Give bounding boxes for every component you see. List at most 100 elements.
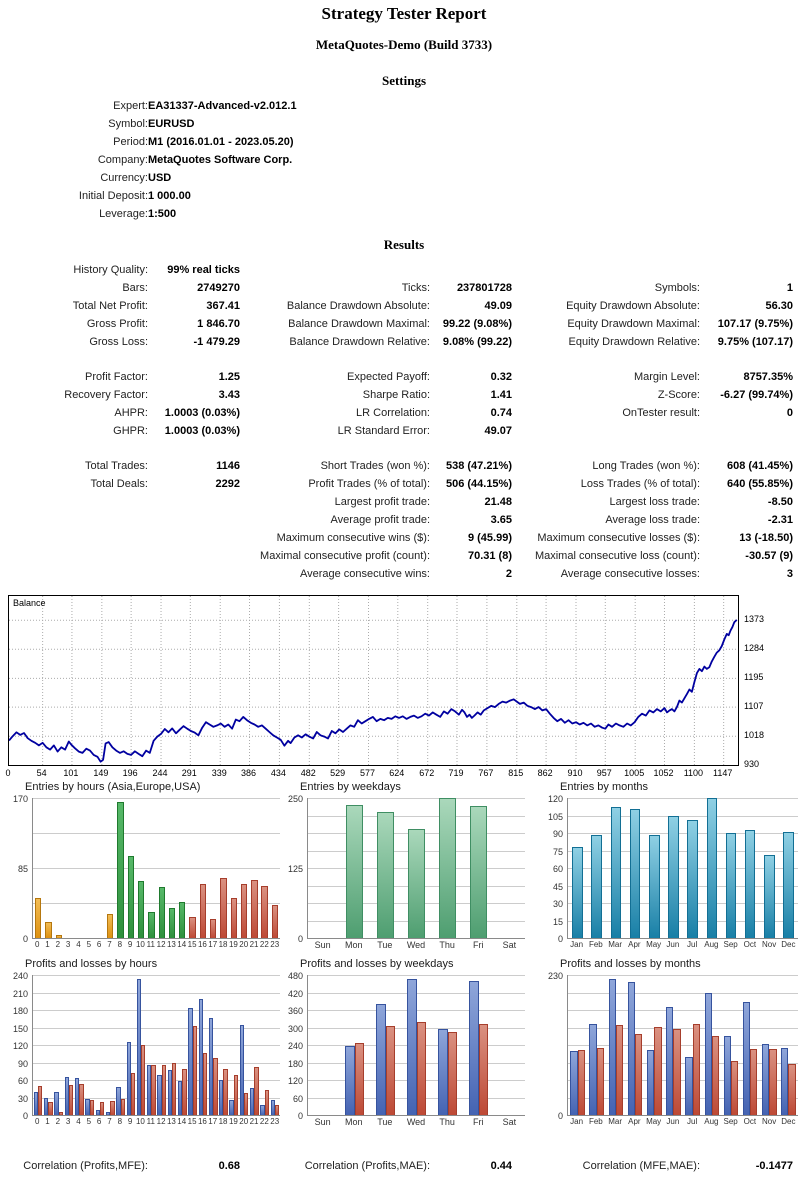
bar-loss-Thu — [447, 1032, 457, 1115]
bar-slot — [721, 975, 740, 1115]
bar-entries-7 — [107, 914, 114, 938]
balance-x-tick-label: 719 — [448, 768, 464, 778]
balance-x-tick-label: 577 — [359, 768, 376, 778]
x-tick-label: Aug — [704, 940, 719, 949]
balance-x-tick-label: 624 — [389, 768, 405, 778]
bar-slot — [64, 798, 74, 938]
bar-loss-23 — [274, 1105, 280, 1115]
settings-heading: Settings — [381, 73, 427, 88]
y-tick-label: 30 — [17, 1093, 28, 1104]
bar-slot — [645, 975, 664, 1115]
x-tick-label: Nov — [762, 1117, 777, 1126]
x-tick-label: 19 — [228, 1117, 238, 1126]
x-tick-label: Mon — [344, 1117, 363, 1127]
balance-y-tick-label: 1018 — [744, 730, 765, 741]
x-tick-label: Aug — [704, 1117, 719, 1126]
result-value: -8.50 — [767, 496, 793, 508]
result-value: 3.65 — [490, 514, 512, 526]
bar-slot — [95, 798, 105, 938]
x-tick-label: 23 — [270, 940, 280, 949]
x-tick-label: Sep — [723, 1117, 738, 1126]
correlations-table: Correlation (Profits,MFE): 0.68 Correlat… — [0, 1157, 793, 1175]
gridline — [568, 1045, 798, 1046]
result-label: Average loss trade: — [605, 514, 700, 526]
bar-slot — [64, 975, 74, 1115]
result-value — [700, 422, 793, 440]
bar-slot — [198, 798, 208, 938]
bar-profit-12 — [157, 1075, 162, 1115]
result-label: Ticks: — [401, 282, 430, 294]
y-tick-label: 170 — [12, 794, 28, 804]
y-tick-label: 120 — [287, 1076, 303, 1086]
x-tick-label: 16 — [197, 940, 207, 949]
result-label — [240, 261, 430, 279]
gridline — [568, 798, 798, 799]
x-tick-label: 22 — [259, 1117, 269, 1126]
pl-charts-row: Profits and losses by hours 0 30 60 90 120 150… — [10, 958, 808, 1127]
y-tick-label: 210 — [12, 988, 28, 999]
setting-label: Expert: — [113, 100, 148, 112]
result-label: Total Trades: — [85, 460, 148, 472]
bar-profit-21 — [250, 1088, 255, 1115]
chart-y-axis: 0 15 30 45 60 75 90 105 120 — [545, 794, 567, 944]
x-tick-label: Sun — [314, 940, 331, 950]
bar-loss-13 — [172, 1062, 177, 1115]
x-tick-label: 11 — [146, 940, 155, 949]
balance-y-tick-label: 1373 — [744, 614, 765, 625]
balance-x-tick-label: 386 — [240, 768, 257, 778]
chart-bars — [568, 975, 798, 1115]
y-tick-label: 90 — [552, 829, 563, 839]
result-label: Profit Factor: — [85, 371, 148, 383]
x-tick-label: Feb — [588, 940, 603, 949]
result-value: 0.32 — [490, 371, 512, 383]
y-tick-label: 60 — [17, 1076, 28, 1086]
bar-profit-Jan — [570, 1051, 578, 1115]
results-row: Maximum consecutive wins ($): 9 (45.99) Ma… — [0, 529, 793, 547]
bar-entries-1 — [45, 921, 52, 938]
setting-value: M1 (2016.01.01 - 2023.05.20) — [148, 136, 294, 148]
bar-loss-Tue — [385, 1026, 395, 1115]
result-label — [0, 547, 148, 565]
bar-profit-Jul — [685, 1056, 693, 1115]
bar-loss-14 — [182, 1068, 187, 1115]
result-value — [430, 261, 512, 279]
bar-entries-Apr — [629, 808, 641, 938]
results-row: Average consecutive wins: 2 Average consec… — [0, 565, 793, 583]
result-value — [148, 547, 240, 565]
bar-entries-18 — [220, 877, 227, 938]
gridline — [568, 920, 798, 922]
bar-loss-4 — [79, 1084, 84, 1115]
bar-entries-Dec — [783, 831, 794, 938]
bar-slot — [43, 798, 53, 938]
bar-profit-22 — [260, 1105, 265, 1115]
balance-x-tick-label: 244 — [152, 768, 168, 778]
results-row — [0, 440, 793, 457]
x-tick-label: 2 — [55, 1117, 61, 1126]
result-value: 2 — [505, 568, 512, 580]
pl-by-months-chart: Profits and losses by months 0 230 Jan Feb Ma… — [545, 958, 798, 1127]
bar-slot — [249, 798, 259, 938]
chart-title: Profits and losses by months — [560, 958, 701, 970]
bar-slot — [741, 975, 760, 1115]
x-tick-label: Mar — [608, 940, 623, 949]
x-tick-label: 5 — [86, 1117, 92, 1126]
bar-entries-0 — [34, 897, 42, 938]
y-tick-label: 0 — [297, 1111, 303, 1121]
bar-slot — [126, 975, 136, 1115]
result-label: Equity Drawdown Absolute: — [566, 300, 700, 312]
x-tick-label: 21 — [249, 940, 259, 949]
result-value: 608 (41.45%) — [726, 460, 793, 472]
bar-profit-18 — [219, 1080, 224, 1115]
x-tick-label: 23 — [270, 1117, 280, 1126]
bar-profit-Jun — [666, 1007, 674, 1115]
results-row: Largest profit trade: 21.48 Largest loss t… — [0, 493, 793, 511]
result-value: 0.74 — [490, 407, 512, 419]
gridline — [568, 992, 798, 994]
chart-x-axis: 0 1 2 3 4 5 6 7 8 9 10 11 12 13 14 15 16 17 18 19 20 21 22 23 — [32, 940, 280, 949]
bar-loss-Apr — [635, 1034, 643, 1115]
result-value: 56.30 — [765, 300, 793, 312]
result-label — [0, 529, 148, 547]
bar-slot — [239, 798, 249, 938]
bar-slot — [432, 975, 463, 1115]
balance-x-tick-label: 1052 — [653, 768, 674, 778]
